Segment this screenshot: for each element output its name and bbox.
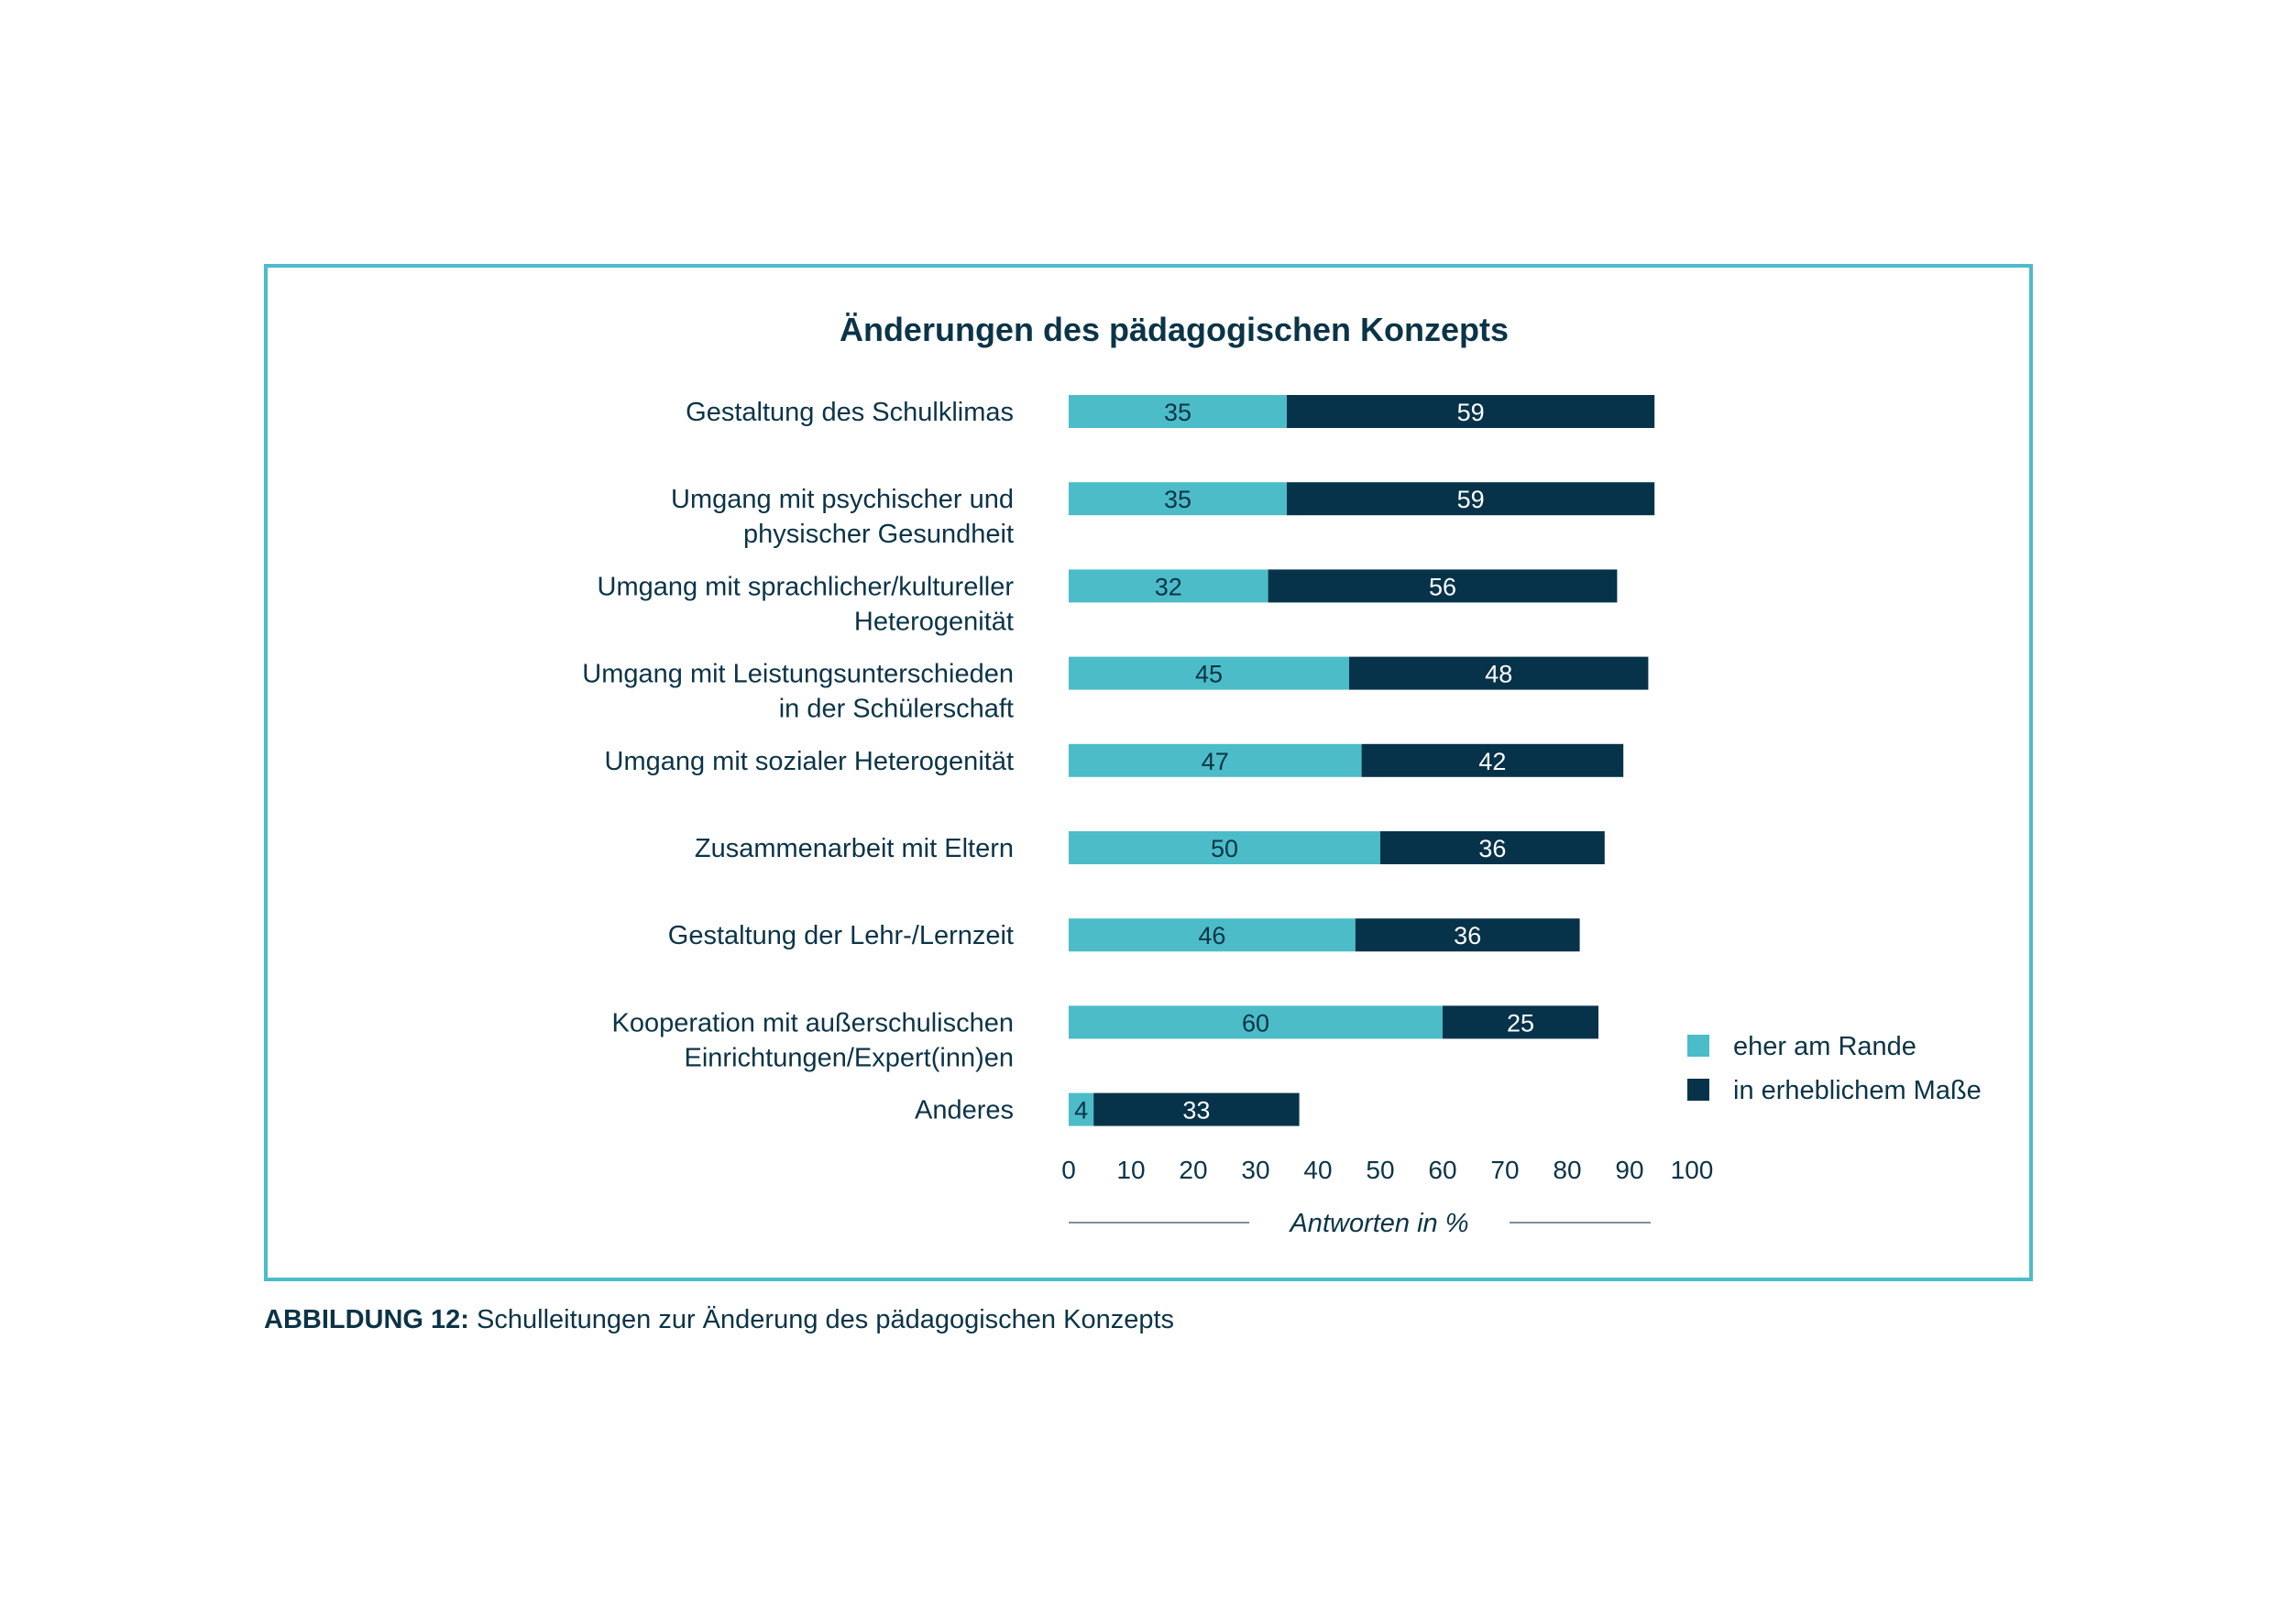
bar-value-label: 47: [1202, 748, 1229, 775]
category-label: Umgang mit Leistungsunterschieden in der …: [582, 660, 1014, 724]
x-tick-label: 90: [1615, 1156, 1643, 1184]
caption-text: Schulleitungen zur Änderung des pädagogi…: [477, 1305, 1175, 1334]
bar-segment-light: [1069, 569, 1268, 603]
x-tick-label: 20: [1179, 1156, 1207, 1184]
bar-segment-dark: [1355, 918, 1580, 952]
category-label: Gestaltung der Lehr-/Lernzeit: [668, 921, 1014, 950]
category-label: Gestaltung des Schulklimas: [686, 398, 1014, 427]
x-axis-title: Antworten in %: [1288, 1209, 1468, 1238]
category-label: Zusammenarbeit mit Eltern: [695, 834, 1014, 863]
bar-segment-dark: [1287, 395, 1655, 428]
category-label: Kooperation mit außerschulischen Einricht…: [612, 1008, 1014, 1072]
bar-value-label: 59: [1457, 399, 1485, 426]
bar-segment-dark: [1093, 1092, 1300, 1126]
x-tick-label: 100: [1671, 1156, 1714, 1184]
x-tick-label: 70: [1490, 1156, 1519, 1184]
bar-value-label: 56: [1429, 573, 1456, 600]
bar-segment-dark: [1287, 482, 1655, 516]
bar-segment-light: [1069, 656, 1349, 690]
legend-label: eher am Rande: [1733, 1032, 1916, 1061]
x-tick-label: 50: [1366, 1156, 1394, 1184]
bar-segment-light: [1069, 1092, 1094, 1126]
bar-value-label: 35: [1164, 486, 1191, 513]
bar-value-label: 46: [1198, 922, 1225, 949]
legend-label: in erheblichem Maße: [1733, 1076, 1982, 1105]
bar-segment-light: [1069, 918, 1356, 952]
chart-frame: [264, 264, 2033, 1281]
bar-value-label: 48: [1485, 661, 1512, 688]
x-tick-label: 0: [1061, 1156, 1076, 1184]
bar-segment-dark: [1380, 831, 1605, 864]
legend-swatch: [1687, 1035, 1709, 1057]
category-label: Umgang mit psychischer und physischer Ges…: [671, 485, 1014, 549]
legend-swatch: [1687, 1079, 1709, 1101]
bar-value-label: 60: [1242, 1009, 1269, 1037]
x-tick-label: 40: [1303, 1156, 1332, 1184]
bar-value-label: 25: [1507, 1009, 1534, 1037]
bar-value-label: 32: [1155, 573, 1182, 600]
x-tick-label: 10: [1116, 1156, 1145, 1184]
bar-segment-light: [1069, 743, 1362, 777]
bar-segment-light: [1069, 831, 1380, 864]
category-label: Umgang mit sprachlicher/kultureller Heter…: [598, 572, 1015, 636]
bar-value-label: 4: [1074, 1097, 1088, 1125]
x-tick-label: 80: [1553, 1156, 1581, 1184]
figure-caption: ABBILDUNG 12: Schulleitungen zur Änderun…: [264, 1305, 1174, 1335]
bar-value-label: 45: [1195, 661, 1223, 688]
category-label: Anderes: [915, 1096, 1014, 1125]
bar-value-label: 35: [1164, 399, 1191, 426]
caption-label: ABBILDUNG 12:: [264, 1305, 469, 1334]
bar-segment-dark: [1361, 743, 1624, 777]
bar-value-label: 50: [1211, 835, 1238, 862]
bar-value-label: 59: [1457, 486, 1485, 513]
x-tick-label: 30: [1241, 1156, 1269, 1184]
bar-value-label: 36: [1454, 922, 1481, 949]
bar-segment-dark: [1268, 569, 1618, 603]
bar-value-label: 42: [1478, 748, 1506, 775]
chart-title: Änderungen des pädagogischen Konzepts: [840, 311, 1509, 348]
bar-segment-light: [1069, 1005, 1443, 1039]
category-label: Umgang mit sozialer Heterogenität: [605, 747, 1014, 776]
bar-value-label: 33: [1182, 1097, 1210, 1125]
bar-segment-dark: [1349, 656, 1649, 690]
bar-segment-light: [1069, 395, 1287, 428]
bar-value-label: 36: [1478, 835, 1506, 862]
x-tick-label: 60: [1428, 1156, 1456, 1184]
bar-segment-light: [1069, 482, 1287, 516]
bar-segment-dark: [1443, 1005, 1598, 1039]
